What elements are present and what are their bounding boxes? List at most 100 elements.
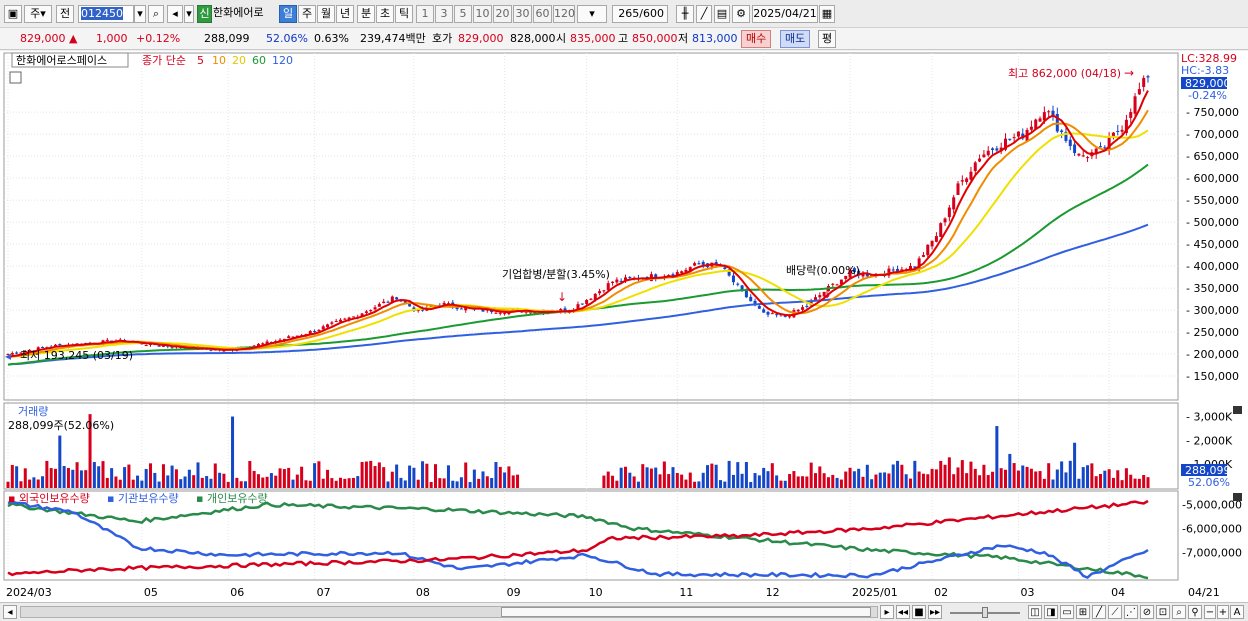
- candle-body: [602, 290, 606, 292]
- candle-body: [1064, 132, 1068, 141]
- period-unit-select[interactable]: 주▾: [24, 5, 52, 23]
- bar-count-field[interactable]: 265/600: [612, 5, 668, 23]
- add-icon[interactable]: +: [1217, 605, 1229, 619]
- interval-5[interactable]: 5: [454, 5, 472, 23]
- period-month[interactable]: 월: [317, 5, 335, 23]
- tool-icon-7[interactable]: ⋰: [1124, 605, 1138, 619]
- candle-icon[interactable]: ╫: [676, 5, 694, 23]
- zoom-out-icon[interactable]: −: [1204, 605, 1216, 619]
- price-tick-label: - 700,000: [1186, 128, 1239, 141]
- zoom-slider-handle[interactable]: [982, 607, 988, 618]
- sell-button[interactable]: 매도: [780, 30, 811, 48]
- period-day[interactable]: 일: [279, 5, 297, 23]
- interval-3[interactable]: 3: [435, 5, 453, 23]
- candle-body: [835, 284, 839, 286]
- text-tool-icon[interactable]: A: [1230, 605, 1244, 619]
- prev-button[interactable]: 전: [56, 5, 74, 23]
- line-tool-icon[interactable]: ╱: [696, 5, 712, 23]
- ma-legend-label: 종가 단순: [142, 54, 186, 67]
- save-icon[interactable]: ▤: [714, 5, 730, 23]
- holdings-tick-label: -6,000,000: [1182, 523, 1242, 536]
- date-field[interactable]: 2025/04/21: [752, 5, 818, 23]
- volume-bar: [53, 468, 58, 488]
- x-tick-label: 2024/03: [6, 586, 52, 599]
- tool-icon-2[interactable]: ◨: [1044, 605, 1058, 619]
- period-second[interactable]: 초: [376, 5, 394, 23]
- bottom-bar: ◂ ▸ ◂◂ ■ ▸▸ ◫ ◨ ▭ ⊞ ╱ ⟋ ⋰ ⊘ ⊡ ⌕ ⚲ − + A: [0, 602, 1248, 621]
- search-icon[interactable]: ⌕: [148, 5, 164, 23]
- candle-body: [256, 343, 260, 347]
- candle-body: [528, 312, 533, 314]
- gear-icon[interactable]: ⚙: [732, 5, 750, 23]
- buy-button[interactable]: 매수: [741, 30, 772, 48]
- x-tick-label: 11: [679, 586, 693, 599]
- stock-title-box: [11, 52, 129, 68]
- interval-120[interactable]: 120: [553, 5, 575, 23]
- tool-icon-5[interactable]: ╱: [1092, 605, 1106, 619]
- interval-1[interactable]: 1: [416, 5, 434, 23]
- chart-menu-icon[interactable]: ▣: [4, 5, 22, 23]
- scroll-left-icon[interactable]: ◂: [3, 605, 17, 619]
- chart-area[interactable]: - 750,000 - 700,000 - 650,000 - 600,000 - 55…: [0, 51, 1248, 602]
- candle-body: [36, 347, 40, 351]
- holdings-panel-close-icon[interactable]: [1233, 493, 1242, 501]
- interval-custom-select[interactable]: ▾: [577, 5, 607, 23]
- avg-button[interactable]: 평: [818, 30, 837, 48]
- zoom-in-icon[interactable]: ⚲: [1188, 605, 1202, 619]
- candle-body: [727, 269, 731, 276]
- scroll-right-icon[interactable]: ▸: [880, 605, 894, 619]
- candle-body: [58, 344, 62, 346]
- tool-icon-9[interactable]: ⊡: [1156, 605, 1170, 619]
- volume-panel-close-icon[interactable]: [1233, 406, 1242, 414]
- candle-body: [861, 272, 865, 277]
- stop-icon[interactable]: ■: [912, 605, 926, 619]
- horizontal-scrollbar[interactable]: [20, 606, 878, 618]
- interval-20[interactable]: 20: [493, 5, 512, 23]
- table-toggle-icon[interactable]: [9, 71, 22, 84]
- rewind-icon[interactable]: ◂◂: [896, 605, 910, 619]
- tool-icon-1[interactable]: ◫: [1028, 605, 1042, 619]
- interval-10[interactable]: 10: [473, 5, 492, 23]
- volume-bar: [688, 472, 692, 488]
- magnifier-icon[interactable]: ⌕: [1172, 605, 1186, 619]
- forward-icon[interactable]: ▸▸: [928, 605, 942, 619]
- volume-current-label: 288,099주(52.06%): [8, 419, 114, 432]
- volume-bar: [736, 462, 740, 488]
- tool-icon-3[interactable]: ▭: [1060, 605, 1074, 619]
- calendar-icon[interactable]: ▦: [819, 5, 835, 23]
- volume-bar: [304, 480, 308, 488]
- volume-bar: [1111, 477, 1115, 488]
- legend-individual: ▪ 개인보유수량: [196, 492, 268, 505]
- candle-body: [403, 301, 407, 303]
- volume-bar: [1042, 478, 1046, 488]
- period-minute[interactable]: 분: [357, 5, 375, 23]
- candle-body: [1098, 146, 1103, 148]
- volume-bar: [166, 475, 170, 488]
- period-year[interactable]: 년: [336, 5, 354, 23]
- volume-bar: [58, 435, 62, 488]
- candle-body: [654, 274, 658, 279]
- code-dropdown-icon[interactable]: ▾: [134, 5, 146, 23]
- chart-svg[interactable]: - 750,000 - 700,000 - 650,000 - 600,000 - 55…: [0, 51, 1248, 602]
- scroll-thumb[interactable]: [501, 607, 871, 617]
- volume-current-tag: 288,099: [1185, 464, 1231, 477]
- tool-icon-6[interactable]: ⟋: [1108, 605, 1122, 619]
- speaker-dropdown-icon[interactable]: ▾: [184, 5, 194, 23]
- x-tick-label: 12: [766, 586, 780, 599]
- interval-60[interactable]: 60: [533, 5, 552, 23]
- candle-body: [770, 313, 774, 315]
- period-week[interactable]: 주: [298, 5, 316, 23]
- speaker-icon[interactable]: ◂: [167, 5, 183, 23]
- candle-body: [455, 307, 459, 310]
- tool-icon-8[interactable]: ⊘: [1140, 605, 1154, 619]
- volume-bar: [269, 473, 273, 488]
- tool-icon-4[interactable]: ⊞: [1076, 605, 1090, 619]
- period-tick[interactable]: 틱: [395, 5, 413, 23]
- interval-30[interactable]: 30: [513, 5, 532, 23]
- price-tick-label: - 250,000: [1186, 326, 1239, 339]
- stock-code-input[interactable]: 012450: [78, 5, 134, 23]
- price-panel-title: 한화에어로스페이스: [16, 54, 107, 67]
- candle-body: [805, 305, 809, 307]
- volume-bar: [908, 478, 913, 488]
- candle-body: [887, 268, 891, 276]
